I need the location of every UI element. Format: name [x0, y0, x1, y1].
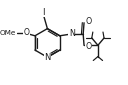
Text: N: N: [69, 29, 75, 38]
Text: O: O: [23, 28, 29, 37]
Text: H: H: [69, 28, 75, 34]
Text: I: I: [42, 8, 44, 17]
Text: OMe: OMe: [0, 30, 16, 36]
Text: O: O: [85, 17, 92, 26]
Text: N: N: [44, 53, 51, 62]
Text: O: O: [85, 42, 92, 51]
